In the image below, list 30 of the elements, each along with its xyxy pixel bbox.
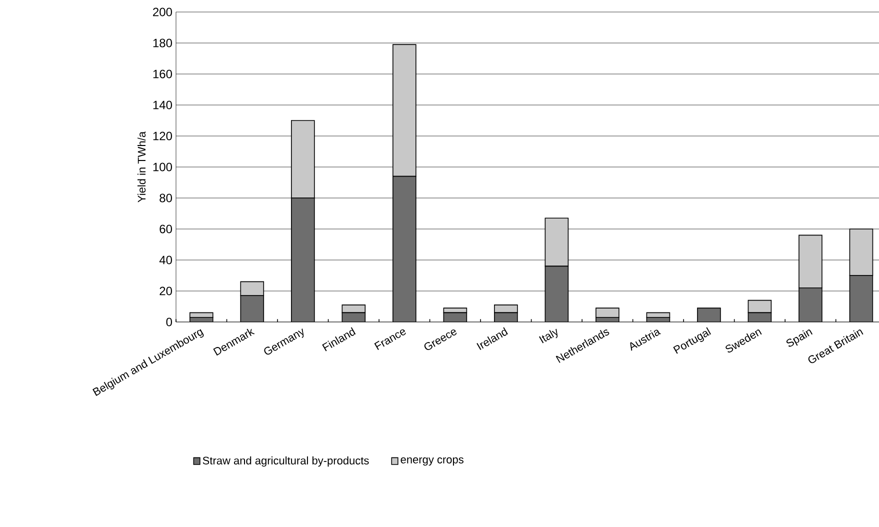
bar xyxy=(342,304,366,314)
y-tick-label: 100 xyxy=(153,162,172,172)
y-tick-label: 20 xyxy=(160,286,172,296)
bar xyxy=(849,275,874,322)
x-tick-label: Italy xyxy=(539,328,558,344)
bar xyxy=(748,300,772,314)
y-tick-label: 160 xyxy=(153,70,172,78)
bar xyxy=(392,176,416,322)
bar xyxy=(544,266,569,322)
bar xyxy=(798,287,822,322)
bar xyxy=(544,218,569,267)
bar xyxy=(240,281,264,296)
y-tick-label: 0 xyxy=(166,318,172,326)
y-tick-label: 60 xyxy=(160,224,172,234)
y-tick-label: 80 xyxy=(160,194,172,202)
y-tick-label: 200 xyxy=(153,8,172,16)
bar xyxy=(494,304,518,314)
y-tick-label: 140 xyxy=(153,100,172,110)
bar xyxy=(798,234,822,288)
legend-label: Straw and agricultural by-products xyxy=(202,456,369,467)
bar xyxy=(596,308,620,318)
bar xyxy=(443,308,468,314)
y-axis-title: Yield in TWh/a xyxy=(138,131,146,202)
bar xyxy=(291,198,315,322)
legend-label: energy crops xyxy=(400,457,464,466)
y-tick-label: 180 xyxy=(153,38,172,48)
x-tick-label: Spain xyxy=(786,330,813,347)
y-tick-label: 120 xyxy=(153,132,172,140)
bar xyxy=(240,295,264,322)
y-tick-label: 40 xyxy=(159,256,172,264)
